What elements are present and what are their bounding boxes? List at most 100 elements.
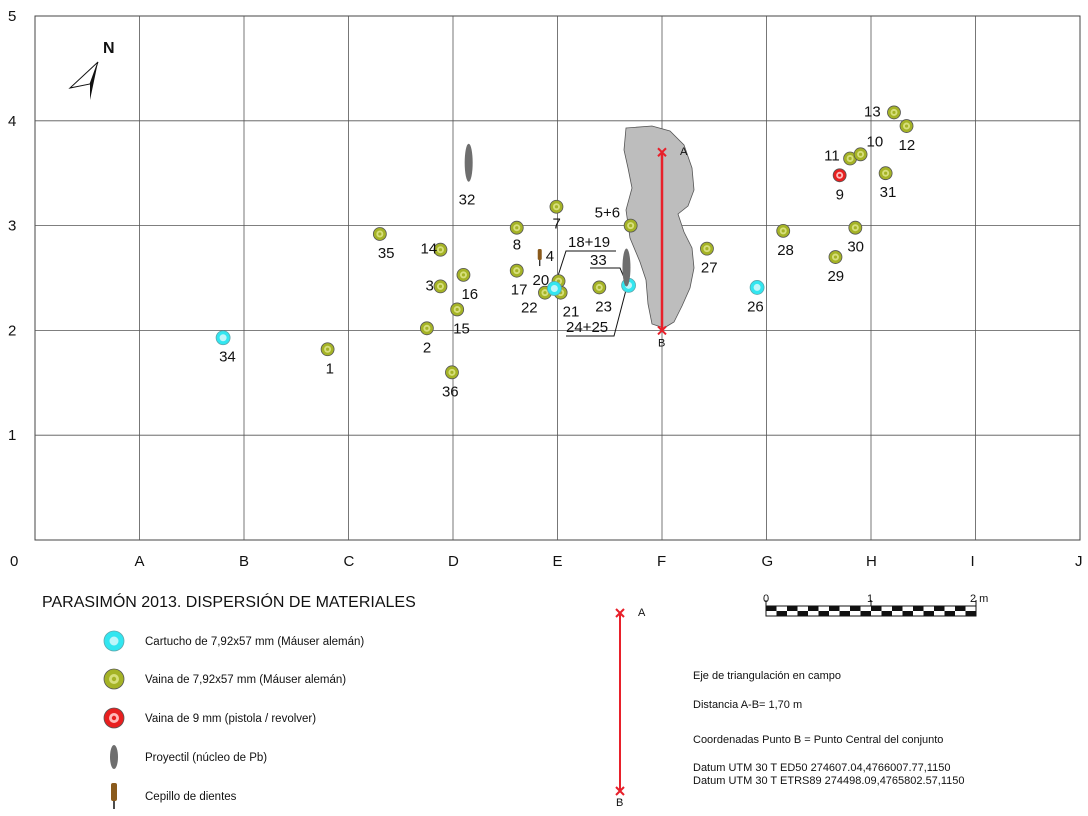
vaina9-marker bbox=[832, 168, 847, 183]
legend-axis: A B bbox=[615, 607, 646, 809]
callout-line-33 bbox=[590, 267, 627, 283]
vaina-marker bbox=[592, 280, 607, 295]
cartucho-marker bbox=[546, 281, 562, 296]
legend-item: Vaina de 7,92x57 mm (Máuser alemán) bbox=[103, 668, 346, 690]
y-tick-label: 4 bbox=[8, 113, 16, 130]
point-label: 4 bbox=[546, 248, 554, 265]
legend-item: Proyectil (núcleo de Pb) bbox=[110, 745, 267, 769]
legend-item-label: Cartucho de 7,92x57 mm (Máuser alemán) bbox=[145, 636, 364, 648]
callout-label-33: 33 bbox=[590, 252, 607, 269]
x-tick-label: 0 bbox=[10, 553, 18, 570]
y-tick-label: 2 bbox=[8, 322, 16, 339]
point-label: 22 bbox=[521, 300, 538, 317]
x-tick-label: G bbox=[762, 553, 774, 570]
north-arrow-dark-icon bbox=[90, 62, 98, 100]
legend-item: Cepillo de dientes bbox=[111, 783, 237, 809]
point-label: 13 bbox=[864, 103, 881, 120]
point-label: 31 bbox=[880, 184, 897, 201]
scale-label-1: 1 bbox=[867, 593, 873, 605]
point-label: 3 bbox=[425, 277, 433, 294]
vaina-marker bbox=[776, 223, 791, 238]
callout-line-24-25 bbox=[566, 289, 627, 337]
scale-bar: 0 1 2 m bbox=[763, 593, 988, 617]
x-tick-label: J bbox=[1075, 553, 1083, 570]
point-label: 5+6 bbox=[595, 205, 620, 222]
cartucho-marker bbox=[215, 330, 231, 346]
point-label: 9 bbox=[836, 186, 844, 203]
vaina-marker bbox=[433, 279, 448, 294]
cepillo-marker bbox=[537, 249, 542, 267]
point-label: 34 bbox=[219, 349, 236, 366]
vaina-marker bbox=[509, 220, 524, 235]
north-arrow: N bbox=[68, 40, 115, 100]
vaina-marker bbox=[828, 250, 843, 264]
x-tick-label: A bbox=[135, 553, 145, 570]
point-label: 7 bbox=[552, 216, 560, 233]
point-label: 12 bbox=[899, 137, 916, 154]
point-label: 20 bbox=[533, 272, 550, 289]
legend-item: Cartucho de 7,92x57 mm (Máuser alemán) bbox=[103, 630, 364, 652]
cartucho-marker bbox=[749, 280, 765, 295]
axis-label-a: A bbox=[680, 146, 688, 158]
legend-item-label: Vaina de 9 mm (pistola / revolver) bbox=[145, 713, 316, 725]
x-tick-label: C bbox=[344, 553, 355, 570]
point-label: 32 bbox=[459, 192, 476, 209]
point-label: 15 bbox=[453, 320, 470, 337]
vaina-marker bbox=[372, 227, 387, 241]
map-points: 34 1 35 2 14 3 16 15 36 8 7 17 20 22 21 23 5+6 27 26 28 2930… bbox=[215, 103, 916, 400]
x-tick-label: H bbox=[866, 553, 877, 570]
x-tick-label: F bbox=[657, 553, 666, 570]
vaina-marker bbox=[419, 321, 434, 336]
north-label: N bbox=[103, 40, 115, 57]
legend-axis-label-a: A bbox=[638, 607, 646, 619]
vaina-marker bbox=[623, 218, 638, 233]
map-title: PARASIMÓN 2013. DISPERSIÓN DE MATERIALES bbox=[42, 592, 416, 611]
point-label: 36 bbox=[442, 383, 459, 400]
axis-label-b: B bbox=[658, 337, 665, 349]
scale-label-0: 0 bbox=[763, 593, 769, 605]
info-line-3: Coordenadas Punto B = Punto Central del … bbox=[693, 734, 943, 746]
vaina-marker bbox=[843, 151, 857, 166]
proyectil-marker bbox=[464, 143, 473, 182]
legend-axis-end-a-icon bbox=[615, 608, 625, 618]
y-tick-label: 5 bbox=[8, 8, 16, 25]
callout-label-18-19: 18+19 bbox=[568, 234, 610, 251]
point-label: 35 bbox=[378, 245, 395, 262]
x-axis-ticks: 0 A B C D E F G H I J bbox=[10, 553, 1083, 570]
cepillo-icon bbox=[111, 783, 117, 801]
callout-line-18-19 bbox=[555, 250, 616, 283]
point-label: 17 bbox=[511, 282, 528, 299]
point-label: 8 bbox=[513, 237, 521, 254]
info-line-5: Datum UTM 30 T ETRS89 274498.09,4765802.… bbox=[693, 775, 965, 787]
legend: Cartucho de 7,92x57 mm (Máuser alemán) Va… bbox=[103, 630, 364, 809]
vaina-marker bbox=[549, 199, 564, 214]
vaina-marker bbox=[899, 119, 914, 133]
point-label: 10 bbox=[867, 133, 884, 150]
point-label: 28 bbox=[777, 242, 794, 259]
point-label: 26 bbox=[747, 298, 764, 315]
point-label: 16 bbox=[461, 286, 478, 303]
y-axis-ticks: 1 2 3 4 5 bbox=[8, 8, 16, 444]
point-label: 2 bbox=[423, 339, 431, 356]
point-label: 27 bbox=[701, 260, 718, 277]
legend-item-label: Proyectil (núcleo de Pb) bbox=[145, 752, 267, 764]
point-label: 30 bbox=[847, 239, 864, 256]
vaina-marker bbox=[848, 220, 863, 235]
legend-axis-label-b: B bbox=[616, 797, 623, 809]
callout-label-24-25: 24+25 bbox=[566, 319, 608, 336]
axis-end-marks bbox=[657, 147, 667, 336]
y-tick-label: 3 bbox=[8, 218, 16, 235]
x-tick-label: B bbox=[239, 553, 249, 570]
triangulation-axis: A B bbox=[657, 146, 688, 349]
scale-label-2: 2 m bbox=[970, 593, 988, 605]
vaina-marker bbox=[445, 365, 459, 380]
vaina-marker bbox=[700, 241, 714, 256]
point-label: 1 bbox=[326, 360, 334, 377]
legend-axis-end-b-icon bbox=[615, 786, 625, 796]
point-label: 21 bbox=[563, 304, 580, 321]
proyectil-marker bbox=[622, 248, 631, 287]
vaina-marker bbox=[320, 342, 335, 357]
y-tick-label: 1 bbox=[8, 427, 16, 444]
vaina-marker bbox=[433, 242, 448, 257]
x-tick-label: E bbox=[553, 553, 563, 570]
